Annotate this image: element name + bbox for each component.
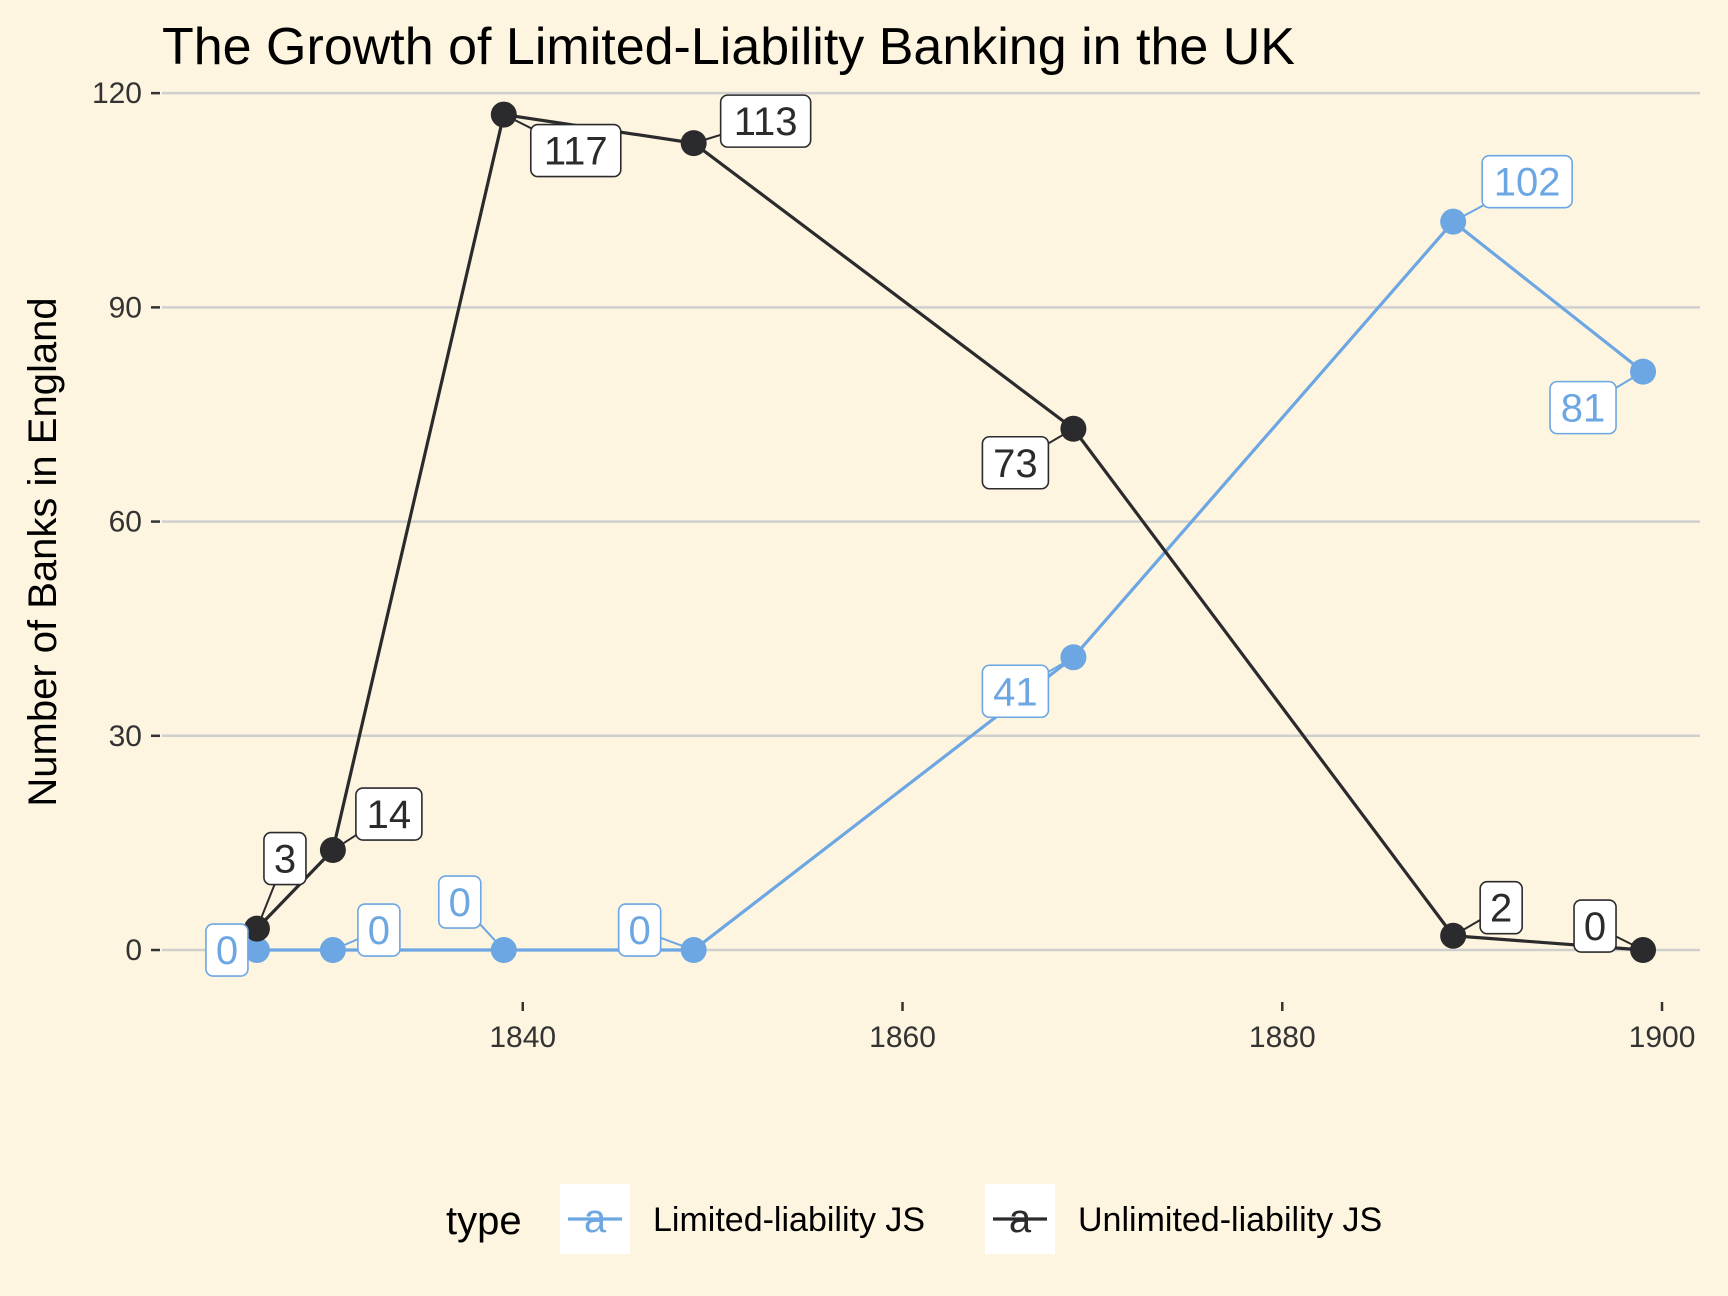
legend-label: Unlimited-liability JS <box>1078 1201 1382 1239</box>
data-label: 2 <box>1452 880 1523 937</box>
grid-layer <box>162 91 1700 952</box>
data-label: 0 <box>437 875 505 951</box>
data-label: 117 <box>503 113 622 178</box>
label-box <box>719 94 812 148</box>
series-line-unlimited <box>255 112 1644 952</box>
label-box <box>263 831 307 886</box>
series-layer <box>243 101 1657 964</box>
data-label-text: 0 <box>1584 905 1606 949</box>
data-label-text: 0 <box>216 929 238 973</box>
data-label-text: 73 <box>993 442 1038 486</box>
label-box <box>1573 899 1617 953</box>
chart-title: The Growth of Limited-Liability Banking … <box>162 18 1295 76</box>
label-box <box>205 923 249 977</box>
data-label: 3 <box>256 831 307 929</box>
data-label-text: 113 <box>734 100 798 144</box>
label-box <box>617 903 662 957</box>
y-tick-label: 30 <box>109 720 142 753</box>
data-label: 81 <box>1549 370 1644 435</box>
label-box <box>1479 880 1523 935</box>
label-box <box>981 435 1050 490</box>
data-label: 73 <box>981 427 1074 490</box>
y-axis-label: Number of Banks in England <box>21 297 65 806</box>
data-label-text: 14 <box>367 793 412 837</box>
data-label: 41 <box>981 656 1074 719</box>
legend-key-glyph: a <box>1009 1197 1032 1241</box>
label-box <box>437 875 482 929</box>
data-label-text: 2 <box>1490 887 1512 931</box>
series-line-limited <box>256 220 1645 952</box>
data-label: 113 <box>693 94 812 148</box>
legend-label: Limited-liability JS <box>653 1201 925 1239</box>
label-box <box>357 903 401 957</box>
y-tick-label: 90 <box>109 291 142 324</box>
data-label-text: 41 <box>993 670 1038 714</box>
legend-title: type <box>446 1199 522 1243</box>
label-box <box>355 787 423 841</box>
data-label-text: 81 <box>1561 387 1606 431</box>
legend-key-glyph: a <box>584 1197 607 1241</box>
data-label: 0 <box>332 903 401 957</box>
data-label-text: 102 <box>1494 161 1561 205</box>
data-label: 0 <box>1573 899 1644 953</box>
x-tick-label: 1860 <box>869 1021 936 1054</box>
data-label: 0 <box>617 903 695 957</box>
data-label-text: 0 <box>449 881 471 925</box>
x-tick-label: 1880 <box>1249 1021 1316 1054</box>
data-label: 14 <box>332 787 423 851</box>
label-box <box>1481 154 1573 209</box>
x-tick-label: 1900 <box>1629 1021 1696 1054</box>
data-label-text: 3 <box>274 838 296 882</box>
legend: type a Limited-liability JS a Unlimited-lia… <box>446 1184 1382 1254</box>
y-tick-label: 0 <box>125 934 142 967</box>
x-tick-label: 1840 <box>489 1021 556 1054</box>
data-label-text: 0 <box>368 909 390 953</box>
data-label-text: 117 <box>544 130 608 174</box>
label-box <box>1549 380 1617 435</box>
label-box <box>981 664 1050 719</box>
data-label-text: 0 <box>629 909 651 953</box>
label-box <box>529 123 622 178</box>
y-tick-label: 60 <box>109 506 142 539</box>
data-label-layer: 0 0 0 0 41 102 81 3 14 117 113 73 2 0 <box>205 94 1644 977</box>
y-tick-label: 120 <box>92 77 142 110</box>
data-label: 102 <box>1452 154 1573 223</box>
data-label: 0 <box>205 923 257 977</box>
